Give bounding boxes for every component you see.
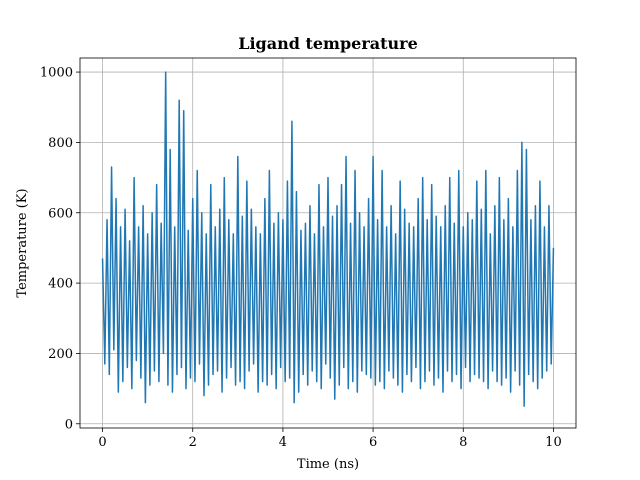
series-group xyxy=(101,71,555,407)
y-tick-label: 600 xyxy=(48,206,73,221)
temperature-series-line xyxy=(101,71,555,407)
x-axis-label: Time (ns) xyxy=(297,457,359,472)
y-tick-label: 200 xyxy=(48,347,73,362)
y-axis-label: Temperature (K) xyxy=(15,188,30,297)
x-axis: 0 2 4 6 8 10 xyxy=(98,428,562,450)
x-tick-label: 0 xyxy=(98,435,106,450)
x-tick-label: 8 xyxy=(459,435,467,450)
x-tick-label: 2 xyxy=(189,435,197,450)
y-tick-label: 800 xyxy=(48,136,73,151)
x-tick-label: 10 xyxy=(545,435,562,450)
y-tick-label: 0 xyxy=(65,417,73,432)
chart-title: Ligand temperature xyxy=(238,34,418,53)
y-tick-label: 400 xyxy=(48,277,73,292)
x-tick-label: 4 xyxy=(279,435,287,450)
y-tick-label: 1000 xyxy=(40,66,73,81)
y-axis: 0 200 400 600 800 1000 xyxy=(40,66,80,432)
plot-frame xyxy=(79,57,577,429)
x-tick-label: 6 xyxy=(369,435,377,450)
